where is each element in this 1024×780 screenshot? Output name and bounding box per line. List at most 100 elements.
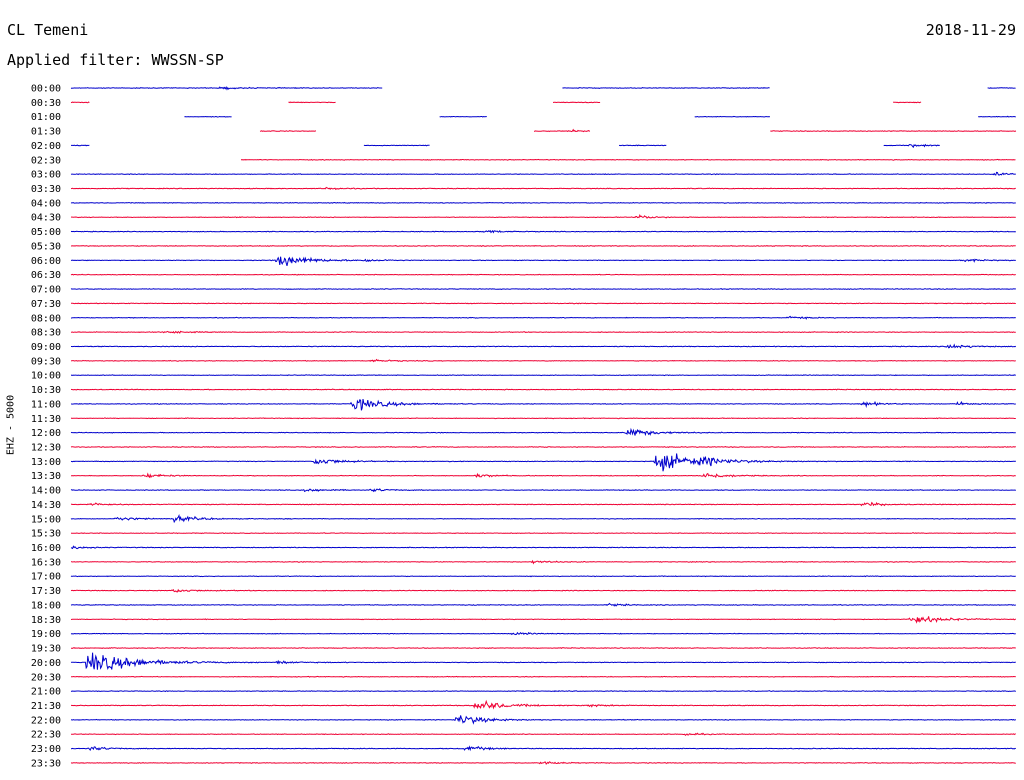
seismic-trace [694,115,771,118]
seismic-trace [71,699,1017,710]
seismic-trace [70,85,383,91]
seismic-trace [71,343,1017,349]
seismic-trace [70,616,1017,624]
seismic-trace [71,398,1016,411]
trace-time-label: 14:00 [31,486,61,497]
date-label: 2018-11-29 [925,21,1016,39]
seismic-trace [553,101,601,104]
seismic-trace [978,115,1016,118]
trace-time-label: 03:00 [31,170,61,181]
seismic-trace [562,86,770,89]
seismic-trace [70,388,1016,391]
seismic-trace [71,315,1016,320]
trace-time-label: 15:30 [31,529,61,540]
trace-time-label: 21:00 [31,687,61,698]
trace-time-label: 04:00 [31,198,61,209]
seismic-trace [70,186,1016,191]
trace-time-label: 20:30 [31,672,61,683]
trace-time-label: 20:00 [31,658,61,669]
trace-time-label: 08:00 [31,313,61,324]
seismic-trace [70,417,1016,420]
seismic-trace [70,256,1016,267]
trace-time-label: 05:00 [31,227,61,238]
seismic-trace [70,330,1016,334]
trace-time-label: 18:00 [31,600,61,611]
seismic-trace [619,144,667,147]
seismic-trace [70,446,1017,449]
seismic-trace [70,374,1016,377]
seismic-trace [71,302,1016,305]
seismic-trace [70,545,1016,550]
trace-time-label: 11:30 [31,414,61,425]
trace-time-label: 01:00 [31,112,61,123]
seismic-trace [259,130,317,132]
trace-time-label: 07:00 [31,285,61,296]
seismic-trace [987,87,1016,89]
seismic-trace [770,130,1017,133]
trace-time-label: 10:00 [31,371,61,382]
trace-time-label: 00:00 [31,84,61,95]
trace-time-label: 19:30 [31,644,61,655]
seismic-trace [70,427,1016,437]
trace-time-label: 10:30 [31,385,61,396]
seismic-trace [70,273,1016,276]
trace-time-label: 17:00 [31,572,61,583]
seismic-trace [70,690,1016,693]
trace-time-label: 06:00 [31,256,61,267]
seismic-trace [893,101,922,104]
seismic-trace [534,128,591,133]
seismic-trace [883,143,940,149]
trace-time-label: 13:30 [31,471,61,482]
trace-time-label: 22:30 [31,730,61,741]
trace-time-label: 08:30 [31,328,61,339]
seismic-trace [70,288,1017,290]
trace-time-label: 16:30 [31,557,61,568]
trace-time-label: 05:30 [31,241,61,252]
seismic-trace [71,647,1016,650]
seismic-trace [70,532,1016,535]
trace-time-label: 21:30 [31,701,61,712]
trace-time-label: 03:30 [31,184,61,195]
trace-time-label: 19:00 [31,629,61,640]
seismic-trace [70,675,1016,678]
trace-time-label: 02:00 [31,141,61,152]
trace-time-label: 23:30 [31,758,61,769]
trace-time-label: 01:30 [31,127,61,138]
seismic-trace [70,488,1017,493]
trace-time-label: 12:30 [31,443,61,454]
trace-time-label: 18:30 [31,615,61,626]
trace-time-label: 11:00 [31,399,61,410]
seismic-trace [70,358,1016,363]
seismic-trace [363,144,430,147]
station-title: CL Temeni [7,21,89,39]
seismic-trace [70,453,1016,472]
trace-time-label: 06:30 [31,270,61,281]
trace-time-label: 00:30 [31,98,61,109]
seismic-trace [70,244,1016,247]
trace-time-label: 02:30 [31,155,61,166]
seismic-trace [70,652,1016,670]
trace-time-label: 14:30 [31,500,61,511]
trace-time-label: 15:00 [31,514,61,525]
trace-time-label: 12:00 [31,428,61,439]
seismic-trace [240,158,1016,161]
trace-time-label: 09:00 [31,342,61,353]
seismic-trace [70,171,1016,176]
seismic-trace [70,602,1017,607]
seismic-trace [70,575,1016,578]
seismic-trace [70,472,1016,479]
trace-time-label: 09:30 [31,356,61,367]
seismic-trace [71,559,1017,565]
seismic-trace [70,201,1016,204]
seismic-trace [70,213,1016,219]
seismic-trace [71,144,90,147]
seismic-trace [70,501,1016,507]
trace-time-label: 23:00 [31,744,61,755]
seismic-trace [288,101,336,104]
seismic-trace [70,715,1017,725]
seismic-trace [70,513,1016,524]
seismic-trace [70,745,1016,752]
trace-time-label: 13:00 [31,457,61,468]
seismic-trace [70,631,1016,636]
